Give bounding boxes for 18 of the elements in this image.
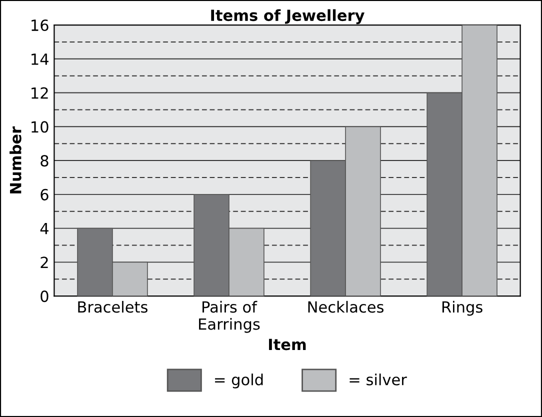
chart-title: Items of Jewellery — [211, 9, 364, 24]
legend-label: = gold — [215, 374, 263, 388]
x-tick-label: Rings — [442, 300, 482, 316]
y-tick-label: 14 — [32, 54, 48, 65]
x-tick-label: Pairs of Earrings — [199, 300, 260, 333]
legend-label: = silver — [350, 374, 407, 386]
y-tick-label: 6 — [40, 188, 48, 200]
x-tick-label: Necklaces — [308, 300, 384, 313]
y-tick-label: 10 — [32, 121, 48, 133]
y-tick-label: 16 — [32, 19, 48, 32]
y-tick-label: 0 — [40, 290, 48, 302]
y-tick-label: 2 — [40, 256, 48, 268]
y-tick-label: 8 — [40, 155, 48, 167]
y-tick-label: 4 — [40, 222, 48, 234]
x-axis-title: Item — [269, 338, 306, 350]
x-tick-label: Bracelets — [78, 300, 148, 313]
y-axis-title: Number — [10, 126, 22, 194]
y-tick-label: 12 — [32, 87, 48, 99]
